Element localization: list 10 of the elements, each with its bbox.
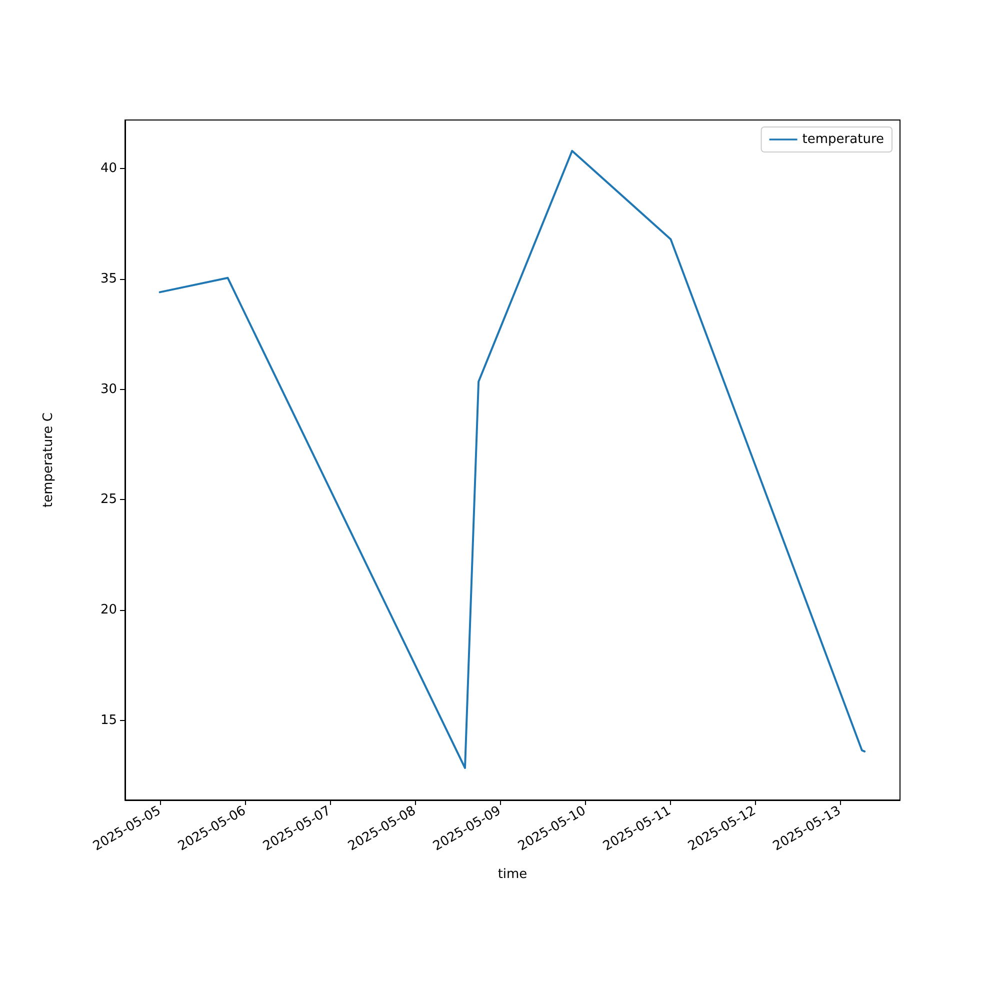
x-axis-title: time [498, 867, 528, 882]
y-tick-label: 30 [100, 382, 117, 397]
y-tick-label: 15 [100, 713, 117, 728]
line-series [158, 150, 866, 769]
y-tick-label: 40 [100, 161, 117, 176]
y-tick-label: 20 [100, 602, 117, 618]
y-tick-label: 25 [100, 492, 117, 508]
y-tick-label: 35 [100, 271, 117, 286]
legend-label: temperature [802, 132, 884, 147]
y-axis-title: temperature C [41, 412, 56, 508]
